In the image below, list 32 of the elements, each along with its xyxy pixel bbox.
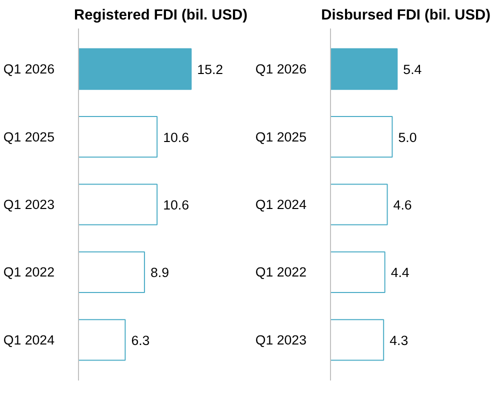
- bar: [330, 116, 393, 158]
- y-tick-label: Q1 2026: [255, 62, 307, 77]
- y-tick-label: Q1 2023: [255, 332, 307, 348]
- y-tick-label: Q1 2024: [255, 197, 308, 212]
- bar: [78, 319, 126, 361]
- chart-title: Registered FDI (bil. USD): [74, 8, 248, 24]
- y-tick-label: Q1 2022: [3, 264, 55, 280]
- data-label: 10.6: [163, 198, 190, 212]
- bar: [330, 251, 386, 293]
- data-label: 15.2: [197, 62, 224, 78]
- data-label: 6.3: [131, 332, 150, 348]
- data-label: 5.0: [398, 130, 417, 145]
- bar: [330, 48, 398, 90]
- data-label: 4.4: [390, 265, 410, 280]
- y-tick-label: Q1 2026: [3, 62, 55, 77]
- data-label: 5.4: [403, 62, 422, 78]
- bar: [330, 319, 384, 361]
- y-tick-label: Q1 2025: [255, 129, 307, 144]
- data-label: 10.6: [163, 130, 190, 145]
- y-tick-label: Q1 2025: [3, 129, 55, 144]
- data-label: 4.3: [390, 332, 408, 348]
- data-label: 8.9: [150, 265, 169, 280]
- y-tick-label: Q1 2024: [3, 332, 56, 348]
- bar: [78, 184, 158, 226]
- bar: [330, 184, 388, 226]
- data-label: 4.6: [393, 198, 412, 212]
- bar: [78, 251, 145, 293]
- chart-title: Disbursed FDI (bil. USD): [321, 8, 491, 24]
- bar: [78, 48, 192, 90]
- y-tick-label: Q1 2023: [3, 197, 55, 212]
- y-tick-label: Q1 2022: [255, 264, 307, 280]
- bar: [78, 116, 158, 158]
